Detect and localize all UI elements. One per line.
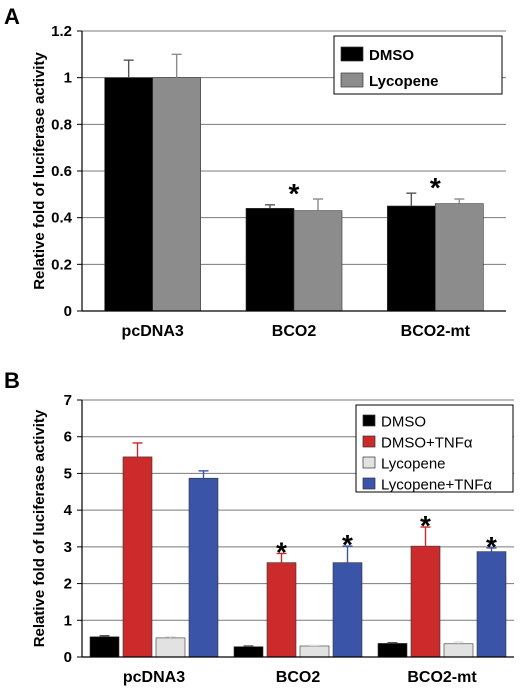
significance-marker: * [430,172,441,203]
legend-swatch-DMSO [362,414,376,427]
category-label-pcDNA3: pcDNA3 [123,669,185,686]
panel-label-B: B [4,368,20,393]
category-label-BCO2-mt: BCO2-mt [407,669,477,686]
bar-Lycopene+TNFα-BCO2 [332,562,363,658]
significance-marker: * [342,529,353,560]
y-tick-label: 3 [64,539,72,556]
bar-DMSO+TNFα-pcDNA3 [122,456,153,658]
bar-Lycopene+TNFα-BCO2-mt [476,551,507,658]
y-tick-label: 0 [64,649,72,666]
bar-Lycopene-pcDNA3 [152,77,201,312]
legend-swatch-DMSO [340,46,364,62]
bar-Lycopene-BCO2-mt [443,643,474,658]
legend-swatch-Lycopene [340,72,364,88]
significance-marker: * [276,536,287,567]
legend-label-DMSO: DMSO [369,47,414,64]
y-tick-label: 0.8 [51,116,72,133]
legend-swatch-Lycopene [362,456,376,469]
y-tick-label: 2 [64,576,72,593]
category-label-BCO2-mt: BCO2-mt [401,323,471,340]
legend-swatch-Lycopene+TNFα [362,477,376,490]
bar-DMSO-BCO2-mt [377,643,408,658]
y-tick-label: 0.4 [51,210,73,227]
legend-swatch-DMSO+TNFα [362,435,376,448]
bar-Lycopene-BCO2 [293,210,343,312]
category-label-BCO2: BCO2 [272,323,317,340]
category-label-pcDNA3: pcDNA3 [122,323,184,340]
legend-label-Lycopene: Lycopene [381,456,446,473]
bar-Lycopene+TNFα-pcDNA3 [188,477,219,658]
bar-DMSO-pcDNA3 [104,77,153,312]
y-axis-title: Relative fold of luciferase activity [31,409,48,647]
y-axis-title: Relative fold of luciferase activity [31,52,48,290]
legend-box [333,35,503,95]
legend-label-Lycopene: Lycopene [369,73,438,90]
significance-marker: * [420,510,431,541]
bar-DMSO-BCO2 [233,646,264,658]
legend-label-DMSO+TNFα: DMSO+TNFα [381,435,473,452]
y-tick-label: 0.6 [51,163,72,180]
category-label-BCO2: BCO2 [276,669,321,686]
y-tick-label: 5 [64,465,72,482]
legend-label-Lycopene+TNFα: Lycopene+TNFα [381,477,492,494]
y-tick-label: 1.2 [51,23,72,40]
panel-label-A: A [4,4,20,29]
bar-Lycopene-BCO2 [299,645,330,658]
bar-DMSO-BCO2-mt [387,205,436,312]
y-tick-label: 4 [64,502,73,519]
significance-marker: * [289,178,300,209]
legend-box [355,404,514,493]
bar-DMSO-pcDNA3 [89,636,120,658]
significance-marker: * [486,531,497,562]
legend-label-DMSO: DMSO [381,414,426,431]
bar-DMSO+TNFα-BCO2 [266,562,297,658]
y-tick-label: 0 [64,303,72,320]
bar-Lycopene-BCO2-mt [435,203,484,312]
y-tick-label: 7 [64,392,72,409]
y-tick-label: 6 [64,429,72,446]
bar-DMSO-BCO2 [245,208,295,312]
bar-DMSO+TNFα-BCO2-mt [410,545,441,658]
y-tick-label: 1 [64,612,72,629]
bar-Lycopene-pcDNA3 [155,637,186,658]
y-tick-label: 1 [64,70,72,87]
y-tick-label: 0.2 [51,256,72,273]
